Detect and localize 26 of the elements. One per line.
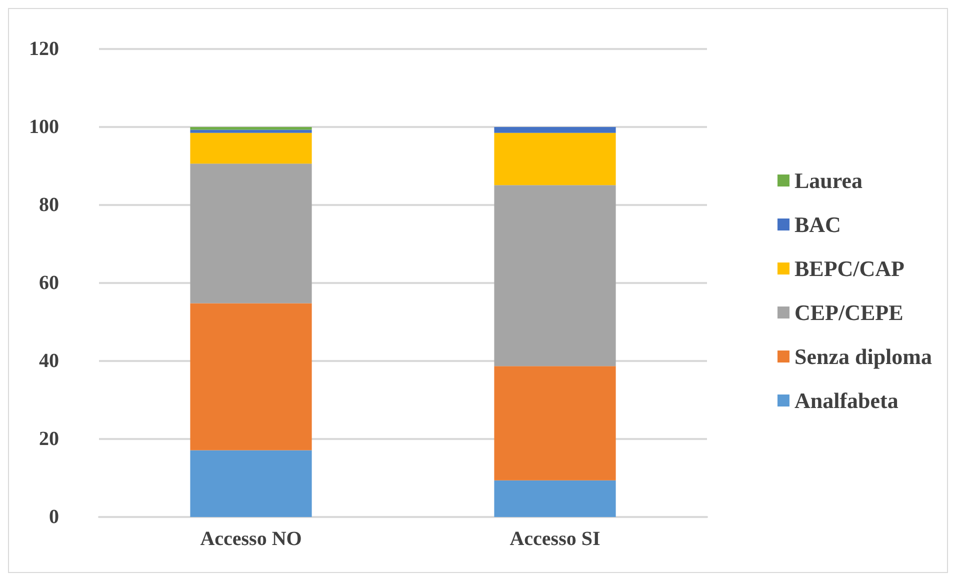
x-tick-label: Accesso NO	[200, 528, 302, 550]
y-tick-label: 120	[29, 38, 59, 60]
bar	[190, 450, 312, 517]
legend-label: Analfabeta	[794, 388, 898, 413]
bar	[190, 303, 312, 450]
bar	[494, 185, 616, 366]
y-tick-label: 100	[29, 116, 59, 138]
bar	[190, 127, 312, 130]
y-tick-label: 40	[39, 350, 59, 372]
x-tick-label: Accesso SI	[510, 528, 600, 550]
bar	[190, 164, 312, 304]
bar	[190, 130, 312, 133]
legend-label: BAC	[794, 212, 841, 237]
legend-label: CEP/CEPE	[794, 300, 904, 325]
y-tick-label: 20	[39, 428, 59, 450]
y-tick-label: 60	[39, 272, 59, 294]
legend-label: Laurea	[794, 168, 863, 193]
bar	[494, 127, 616, 133]
bar	[494, 132, 616, 186]
bar	[494, 366, 616, 480]
y-tick-label: 0	[49, 506, 59, 528]
bar	[190, 132, 312, 164]
y-tick-label: 80	[39, 194, 59, 216]
bar	[494, 480, 616, 517]
legend-label: Senza diploma	[794, 344, 932, 369]
legend-label: BEPC/CAP	[794, 256, 904, 281]
